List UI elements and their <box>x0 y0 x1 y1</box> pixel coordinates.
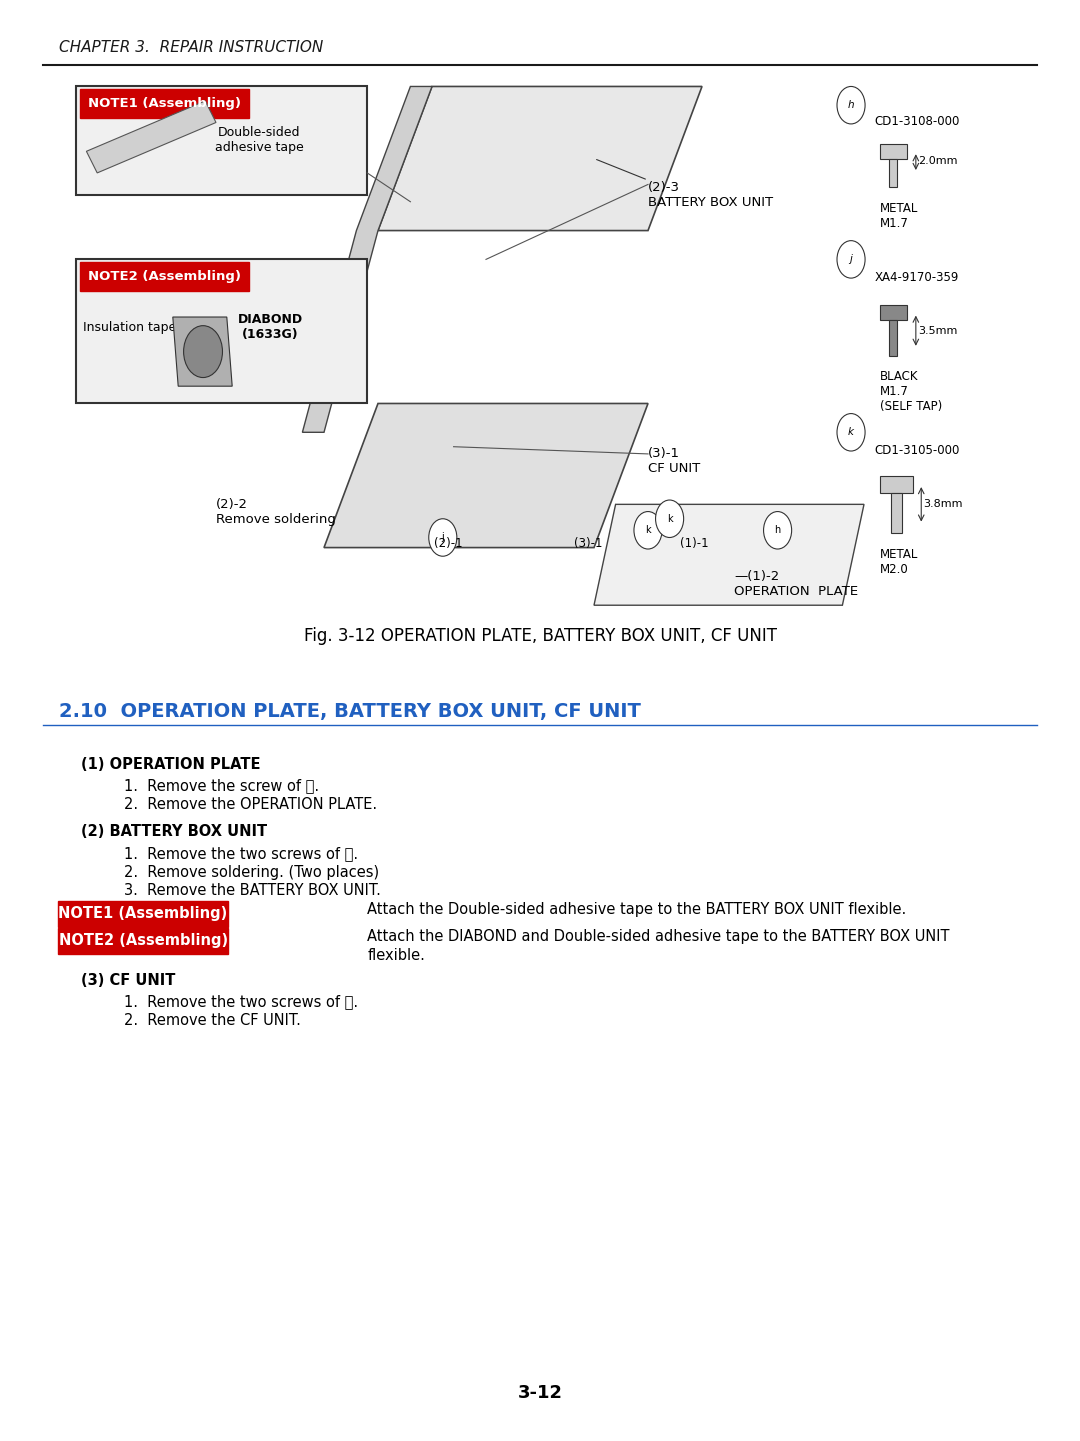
Text: NOTE1 (Assembling): NOTE1 (Assembling) <box>58 906 228 921</box>
Bar <box>880 144 907 159</box>
Text: NOTE1 (Assembling): NOTE1 (Assembling) <box>89 97 241 111</box>
Text: Attach the Double-sided adhesive tape to the BATTERY BOX UNIT flexible.: Attach the Double-sided adhesive tape to… <box>367 902 906 916</box>
Text: (1)-1: (1)-1 <box>680 536 708 550</box>
Text: (2)-2
Remove soldering: (2)-2 Remove soldering <box>216 497 336 526</box>
Bar <box>889 320 897 356</box>
Text: (2)-1: (2)-1 <box>434 536 462 550</box>
Text: (2) BATTERY BOX UNIT: (2) BATTERY BOX UNIT <box>81 824 267 839</box>
Text: METAL
M1.7: METAL M1.7 <box>880 202 919 229</box>
Text: (3) CF UNIT: (3) CF UNIT <box>81 973 175 987</box>
FancyBboxPatch shape <box>80 89 249 118</box>
Circle shape <box>634 512 662 549</box>
Circle shape <box>837 241 865 278</box>
Text: k: k <box>666 514 673 523</box>
Text: j: j <box>850 255 852 264</box>
Text: Fig. 3-12 OPERATION PLATE, BATTERY BOX UNIT, CF UNIT: Fig. 3-12 OPERATION PLATE, BATTERY BOX U… <box>303 627 777 646</box>
Text: 2.  Remove the OPERATION PLATE.: 2. Remove the OPERATION PLATE. <box>124 797 377 811</box>
Circle shape <box>764 512 792 549</box>
Text: (2)-3
BATTERY BOX UNIT: (2)-3 BATTERY BOX UNIT <box>648 180 773 209</box>
Text: (3)-1: (3)-1 <box>575 536 603 550</box>
Bar <box>891 493 902 533</box>
Text: ⓙ: ⓙ <box>855 252 862 267</box>
Text: ⓚ: ⓚ <box>855 425 862 440</box>
Text: CD1-3105-000: CD1-3105-000 <box>875 444 960 457</box>
Polygon shape <box>378 86 702 231</box>
Text: 3.5mm: 3.5mm <box>918 327 957 336</box>
Circle shape <box>429 519 457 556</box>
Text: 2.  Remove the CF UNIT.: 2. Remove the CF UNIT. <box>124 1013 301 1027</box>
FancyBboxPatch shape <box>80 262 249 291</box>
FancyBboxPatch shape <box>58 928 228 954</box>
Text: BLACK
M1.7
(SELF TAP): BLACK M1.7 (SELF TAP) <box>880 370 943 414</box>
Text: flexible.: flexible. <box>367 948 426 963</box>
Bar <box>76 86 367 195</box>
Text: h: h <box>774 526 781 535</box>
Text: (1) OPERATION PLATE: (1) OPERATION PLATE <box>81 757 260 771</box>
Circle shape <box>837 86 865 124</box>
Polygon shape <box>173 317 232 386</box>
Circle shape <box>184 326 222 378</box>
Text: 2.0mm: 2.0mm <box>918 157 958 166</box>
Polygon shape <box>594 504 864 605</box>
Text: 1.  Remove the two screws of ⓚ.: 1. Remove the two screws of ⓚ. <box>124 994 359 1009</box>
Polygon shape <box>302 86 432 432</box>
Text: CD1-3108-000: CD1-3108-000 <box>875 115 960 128</box>
Text: NOTE2 (Assembling): NOTE2 (Assembling) <box>89 269 241 284</box>
Text: 1.  Remove the screw of Ⓗ.: 1. Remove the screw of Ⓗ. <box>124 778 320 793</box>
Bar <box>76 259 367 403</box>
Text: 2.10  OPERATION PLATE, BATTERY BOX UNIT, CF UNIT: 2.10 OPERATION PLATE, BATTERY BOX UNIT, … <box>59 702 642 720</box>
Bar <box>880 305 907 320</box>
Text: METAL
M2.0: METAL M2.0 <box>880 548 919 575</box>
Text: 3.  Remove the BATTERY BOX UNIT.: 3. Remove the BATTERY BOX UNIT. <box>124 883 381 898</box>
Text: Ⓗ: Ⓗ <box>855 98 862 112</box>
Text: k: k <box>645 526 651 535</box>
Text: DIABOND
(1633G): DIABOND (1633G) <box>238 313 302 342</box>
Circle shape <box>837 414 865 451</box>
Text: 1.  Remove the two screws of ⓙ.: 1. Remove the two screws of ⓙ. <box>124 846 359 860</box>
FancyBboxPatch shape <box>58 901 228 927</box>
Text: NOTE2 (Assembling): NOTE2 (Assembling) <box>58 934 228 948</box>
Text: Double-sided
adhesive tape: Double-sided adhesive tape <box>215 125 303 154</box>
Text: k: k <box>848 428 854 437</box>
Text: CHAPTER 3.  REPAIR INSTRUCTION: CHAPTER 3. REPAIR INSTRUCTION <box>59 40 324 55</box>
Text: 2.  Remove soldering. (Two places): 2. Remove soldering. (Two places) <box>124 865 379 879</box>
Text: Insulation tape: Insulation tape <box>83 320 176 334</box>
Bar <box>889 159 897 187</box>
Polygon shape <box>324 403 648 548</box>
Text: (3)-1
CF UNIT: (3)-1 CF UNIT <box>648 447 700 476</box>
Text: 3-12: 3-12 <box>517 1383 563 1402</box>
Circle shape <box>656 500 684 537</box>
Text: —(1)-2
OPERATION  PLATE: —(1)-2 OPERATION PLATE <box>734 569 859 598</box>
Text: j: j <box>442 533 444 542</box>
Polygon shape <box>86 101 216 173</box>
Text: 3.8mm: 3.8mm <box>923 500 963 509</box>
Text: h: h <box>848 101 854 110</box>
Text: XA4-9170-359: XA4-9170-359 <box>875 271 959 284</box>
Bar <box>880 476 913 493</box>
Text: Attach the DIABOND and Double-sided adhesive tape to the BATTERY BOX UNIT: Attach the DIABOND and Double-sided adhe… <box>367 929 949 944</box>
